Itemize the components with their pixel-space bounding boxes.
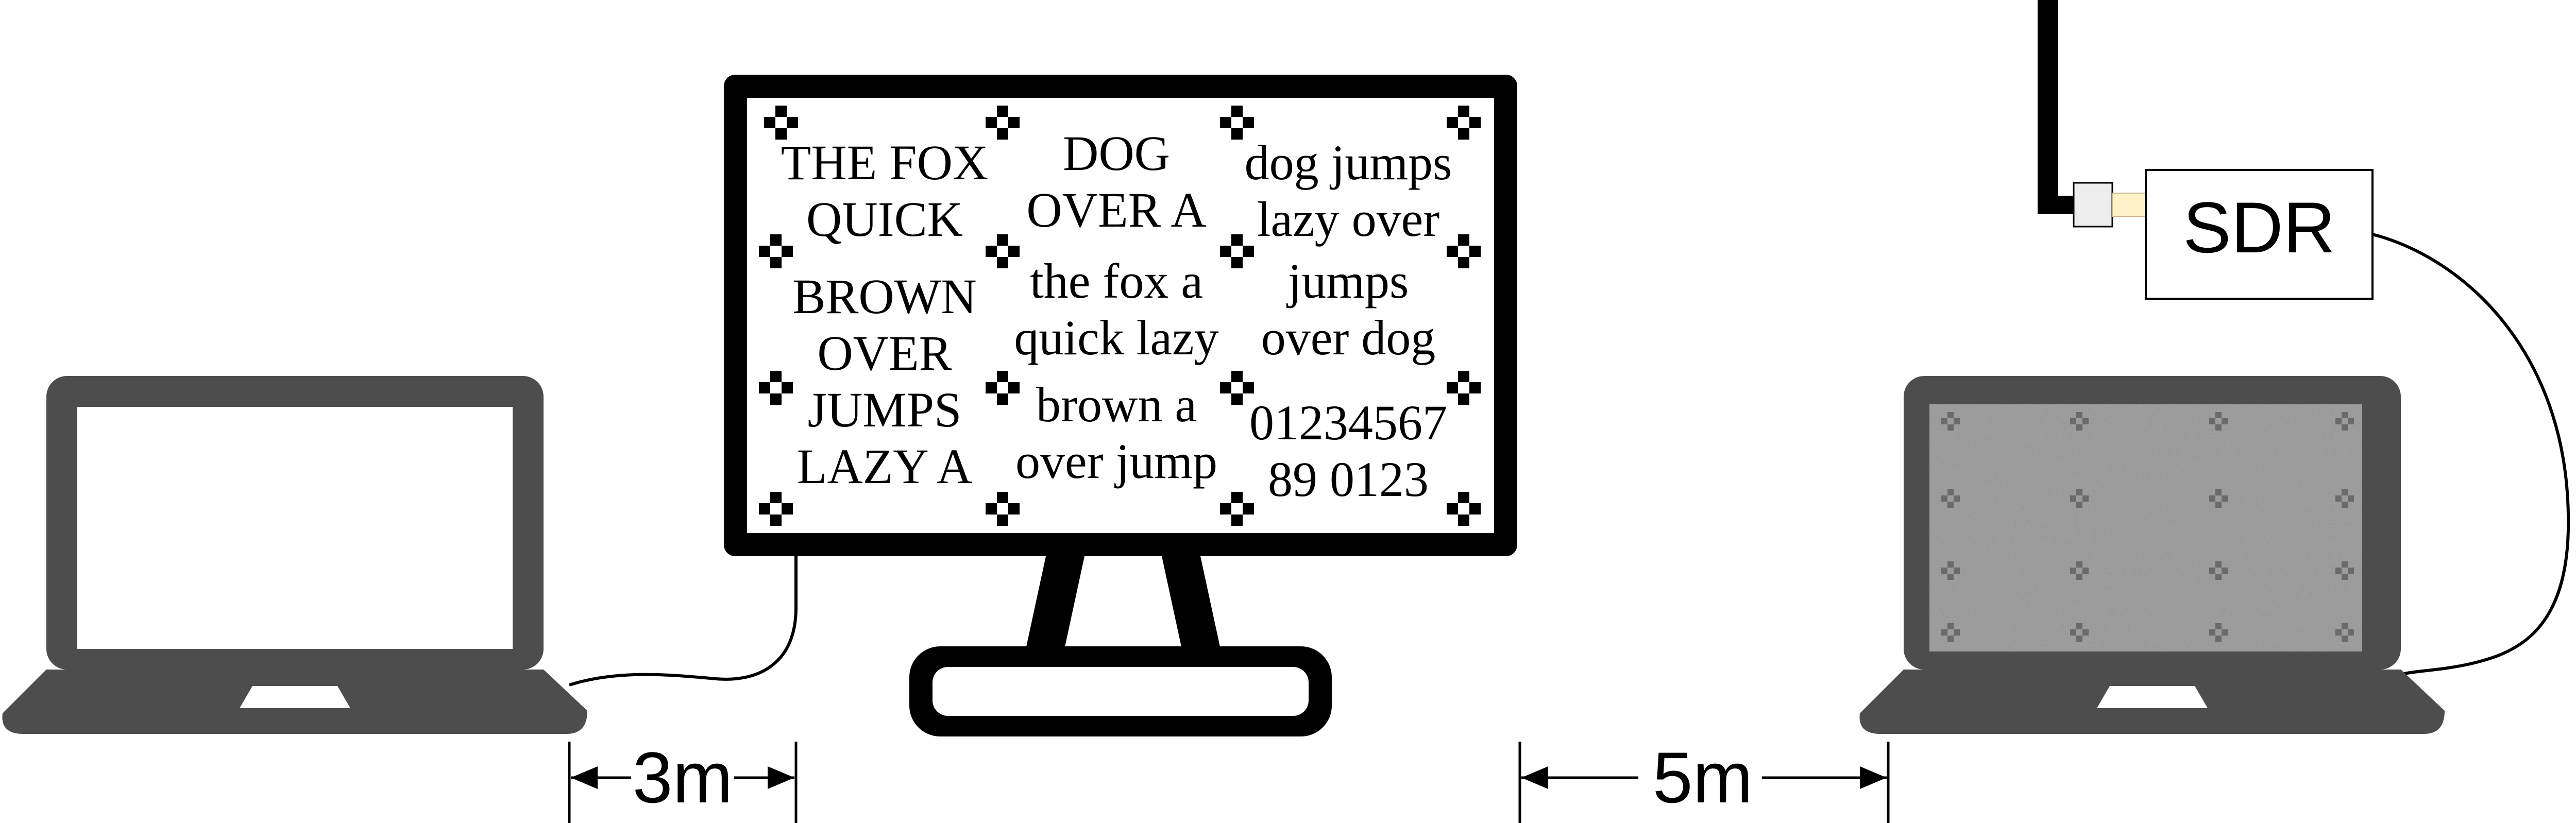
distance-label-right: 5m <box>1653 737 1753 818</box>
monitor-line: jumps <box>1286 253 1409 308</box>
left-laptop-screen <box>77 407 513 649</box>
right-laptop-touchpad <box>2097 686 2208 708</box>
monitor-stand-inner <box>933 667 1309 716</box>
monitor-line: THE FOX <box>781 135 989 190</box>
antenna-connector <box>2073 182 2113 228</box>
arrow-head <box>1860 766 1887 789</box>
distance-label-left: 3m <box>633 737 733 818</box>
monitor-line: OVER <box>817 325 952 381</box>
right-laptop <box>1859 376 2445 734</box>
arrow-head <box>768 766 794 789</box>
monitor-text-column-3: dog jumps lazy over jumps over dog 01234… <box>1245 135 1452 507</box>
left-laptop <box>2 376 587 734</box>
arrow-head <box>1521 766 1548 789</box>
distance-right: 5m <box>1518 737 1890 823</box>
monitor-text-column-2: DOG OVER A the fox a quick lazy brown a … <box>1014 126 1218 489</box>
monitor-line: BROWN <box>792 269 976 324</box>
monitor-line: the fox a <box>1030 253 1203 308</box>
right-laptop-screen-noise <box>1929 404 2362 651</box>
sdr-label: SDR <box>2183 187 2335 268</box>
monitor-line: 89 0123 <box>1268 452 1429 507</box>
cable-laptop-monitor <box>569 554 798 687</box>
sdr-box: SDR <box>2145 169 2374 300</box>
cable-sdr-laptop <box>2372 233 2570 680</box>
monitor-line: LAZY A <box>797 439 972 494</box>
sdr-connector <box>2112 193 2149 217</box>
monitor-line: brown a <box>1036 377 1197 432</box>
antenna-mast <box>2038 0 2058 211</box>
antenna-elbow <box>2038 196 2074 214</box>
arrow-head <box>571 766 598 789</box>
left-laptop-touchpad <box>240 686 350 708</box>
monitor-line: quick lazy <box>1014 310 1218 365</box>
monitor-line: 01234567 <box>1249 395 1447 450</box>
monitor-line: over dog <box>1261 310 1436 365</box>
monitor-screen <box>747 98 1494 533</box>
distance-left: 3m <box>568 737 798 823</box>
monitor-line: over jump <box>1015 434 1217 489</box>
monitor-line: dog jumps <box>1245 135 1452 190</box>
monitor-line: lazy over <box>1257 192 1440 247</box>
antenna-icon <box>2038 0 2149 228</box>
monitor-icon: THE FOX QUICK BROWN OVER JUMPS LAZY A DO… <box>724 75 1517 736</box>
right-laptop-screen-image <box>1929 404 2362 651</box>
monitor-line: QUICK <box>806 192 963 247</box>
sdr-box-body <box>2145 169 2374 300</box>
monitor-line: OVER A <box>1026 182 1206 237</box>
monitor-text-column-1: THE FOX QUICK BROWN OVER JUMPS LAZY A <box>781 135 989 494</box>
monitor-neck <box>1025 556 1221 651</box>
monitor-line: JUMPS <box>808 382 962 437</box>
monitor-line: DOG <box>1063 126 1170 181</box>
